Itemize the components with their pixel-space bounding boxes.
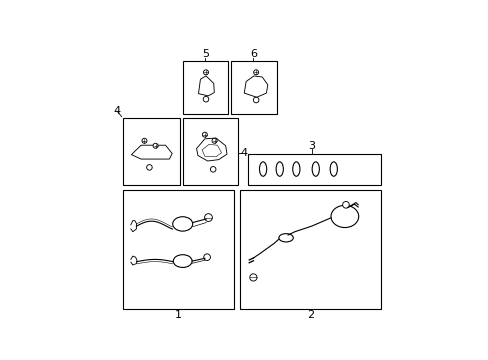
Text: 5: 5 xyxy=(202,49,208,59)
Circle shape xyxy=(146,165,152,170)
Text: 2: 2 xyxy=(306,310,313,320)
Circle shape xyxy=(153,143,158,148)
Circle shape xyxy=(253,70,258,75)
Circle shape xyxy=(203,70,208,75)
Circle shape xyxy=(203,254,210,261)
Circle shape xyxy=(204,214,212,221)
Circle shape xyxy=(203,96,208,102)
Circle shape xyxy=(249,274,257,281)
Text: 4: 4 xyxy=(113,106,121,116)
Circle shape xyxy=(342,202,348,208)
Text: 1: 1 xyxy=(175,310,182,320)
Circle shape xyxy=(212,138,217,143)
Circle shape xyxy=(253,97,259,103)
Circle shape xyxy=(142,138,146,143)
Circle shape xyxy=(202,132,207,137)
Circle shape xyxy=(210,167,216,172)
Text: 4: 4 xyxy=(240,148,247,158)
Text: 3: 3 xyxy=(307,141,314,151)
Text: 6: 6 xyxy=(249,49,256,59)
